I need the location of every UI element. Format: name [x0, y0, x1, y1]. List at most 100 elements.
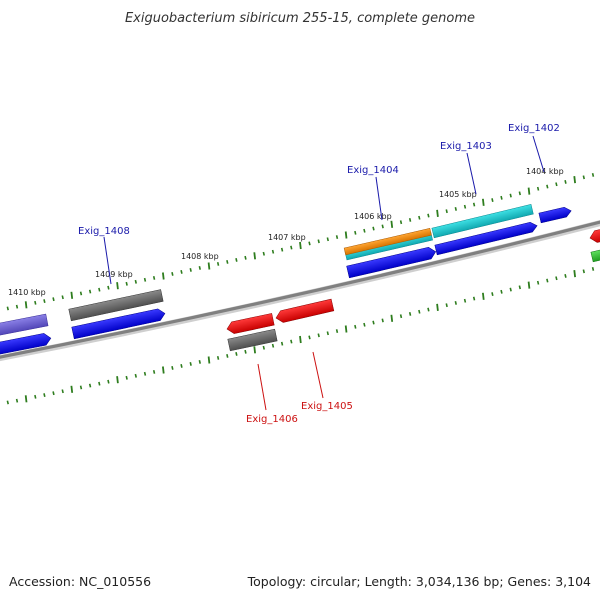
inner-track-tick [162, 366, 165, 374]
inner-track-tick [171, 366, 174, 370]
gene-label-exig-1406[interactable]: Exig_1406 [246, 414, 298, 425]
gene-exig-1404-arrow[interactable] [346, 246, 437, 279]
inner-track-tick [253, 346, 256, 354]
inner-track-tick [344, 325, 348, 333]
inner-track-tick [564, 274, 567, 278]
gene-right-edge-red[interactable] [589, 227, 600, 244]
inner-track-tick [317, 333, 320, 338]
outer-track-tick [6, 306, 9, 311]
leader-exig-1405 [312, 351, 324, 399]
outer-track-tick [152, 276, 156, 280]
outer-track-tick [244, 255, 247, 260]
leader-exig-1404 [375, 176, 383, 221]
gene-label-exig-1403[interactable]: Exig_1403 [440, 141, 492, 152]
inner-track-tick [381, 318, 384, 323]
inner-track-tick [216, 356, 220, 360]
outer-track-tick [454, 207, 457, 211]
outer-track-tick [226, 260, 229, 264]
outer-track-tick [88, 289, 92, 294]
outer-track-tick [125, 281, 128, 286]
outer-track-tick [363, 228, 366, 233]
gene-exig-1408-arrow[interactable] [71, 308, 166, 340]
outer-track-tick [235, 258, 238, 262]
kbp-label-1408: 1408 kbp [181, 252, 219, 261]
outer-track-tick [335, 235, 339, 239]
outer-track-tick [308, 241, 311, 246]
feature-track [0, 204, 600, 357]
gene-left-blue-arrow[interactable] [0, 332, 52, 357]
inner-track-tick [107, 379, 110, 384]
outer-track-tick [536, 186, 540, 191]
inner-track-tick [6, 400, 9, 405]
gene-right-edge-green[interactable] [590, 247, 600, 263]
gene-exig-1404-feature[interactable] [343, 228, 432, 256]
inner-track-tick [518, 285, 521, 290]
inner-track-tick [436, 303, 439, 312]
outer-track-tick [70, 291, 74, 299]
inner-track-tick [536, 280, 540, 285]
inner-track-tick [482, 292, 485, 300]
inner-track-tick [98, 381, 101, 386]
leader-exig-1406 [257, 363, 267, 411]
inner-track-tick [290, 339, 293, 344]
outer-track-tick [390, 220, 394, 228]
outer-track-tick [408, 218, 412, 222]
outer-track-tick [198, 266, 201, 270]
outer-track-tick [381, 224, 384, 229]
inner-tick-track [6, 267, 595, 405]
genome-summary-text: Topology: circular; Length: 3,034,136 bp… [247, 574, 591, 589]
accession-text: Accession: NC_010556 [9, 574, 151, 589]
gene-exig-1406-cds[interactable] [227, 328, 278, 352]
gene-exig-1402-arrow[interactable] [538, 206, 572, 224]
inner-track-tick [70, 385, 74, 393]
inner-track-tick [335, 329, 339, 333]
outer-track-tick [326, 237, 329, 242]
outer-track-tick [290, 245, 293, 250]
gene-label-exig-1402[interactable]: Exig_1402 [508, 123, 560, 134]
leader-exig-1402 [532, 135, 545, 173]
inner-track-tick [427, 307, 430, 312]
inner-track-tick [491, 292, 494, 296]
inner-track-tick [198, 360, 201, 364]
outer-track-tick [491, 198, 494, 202]
kbp-label-1410: 1410 kbp [8, 288, 46, 297]
inner-track-tick [280, 341, 284, 346]
inner-track-tick [134, 373, 137, 378]
inner-track-tick [582, 269, 585, 274]
outer-track-tick [253, 252, 256, 260]
kbp-label-1406: 1406 kbp [354, 212, 392, 221]
gene-exig-1403-cds[interactable] [431, 204, 534, 239]
inner-track-tick [390, 314, 394, 322]
outer-track-tick [436, 209, 439, 218]
inner-track-tick [509, 287, 512, 292]
inner-track-tick [244, 349, 247, 354]
gene-label-exig-1404[interactable]: Exig_1404 [347, 165, 399, 176]
inner-track-tick [34, 394, 37, 399]
inner-track-tick [299, 335, 302, 344]
gene-exig-1405-arrow[interactable] [275, 298, 335, 324]
gene-left-violet-feature[interactable] [0, 313, 49, 338]
leader-exig-1403 [466, 152, 477, 195]
outer-track-tick [582, 175, 585, 180]
outer-track-tick [43, 299, 46, 303]
outer-track-tick [518, 191, 521, 196]
inner-track-tick [189, 362, 192, 366]
outer-track-tick [216, 262, 220, 266]
outer-track-tick [52, 297, 55, 302]
gene-label-exig-1408[interactable]: Exig_1408 [78, 226, 130, 237]
outer-track-tick [591, 173, 595, 177]
outer-track-tick [463, 204, 467, 209]
gene-exig-1403-arrow[interactable] [434, 221, 538, 256]
gene-label-exig-1405[interactable]: Exig_1405 [301, 401, 353, 412]
outer-track-tick [445, 209, 448, 214]
kbp-label-1405: 1405 kbp [439, 190, 477, 199]
gene-exig-1408-cds[interactable] [68, 289, 164, 322]
inner-track-tick [88, 383, 92, 388]
outer-track-tick [15, 304, 19, 309]
inner-track-tick [235, 352, 238, 356]
outer-track-tick [134, 279, 137, 284]
gene-exig-1406-arrow[interactable] [226, 313, 275, 335]
outer-track-tick [555, 182, 558, 187]
inner-track-tick [116, 376, 119, 384]
